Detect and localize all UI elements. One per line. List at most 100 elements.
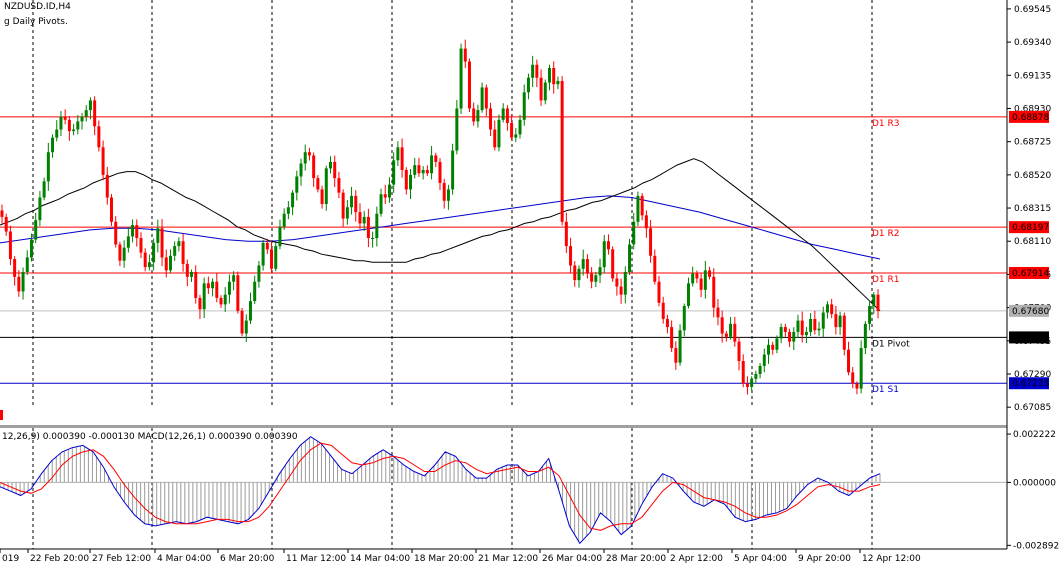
candle-body: [876, 294, 880, 311]
moving-average-fast-line: [0, 158, 881, 312]
bull-candle: [476, 104, 480, 128]
candle-body: [211, 281, 215, 289]
candle-body: [248, 301, 252, 321]
candle-body: [636, 195, 640, 222]
candle-body: [741, 361, 745, 384]
bear-candle: [695, 270, 699, 284]
bull-candle: [324, 165, 328, 211]
candle-body: [510, 123, 514, 138]
candle-body: [489, 108, 493, 130]
bull-candle: [350, 186, 354, 215]
bull-candle: [526, 73, 530, 100]
candle-body: [451, 150, 455, 190]
candle-body: [198, 297, 202, 310]
bull-candle: [291, 190, 295, 216]
candle-body: [156, 228, 160, 243]
bull-candle: [126, 226, 130, 253]
candle-body: [253, 281, 257, 302]
bull-candle: [152, 238, 156, 271]
candle-body: [543, 82, 547, 101]
bull-candle: [859, 340, 863, 394]
bull-candle: [147, 254, 151, 271]
bull-candle: [396, 141, 400, 166]
candle-body: [493, 129, 497, 148]
bull-candle: [261, 239, 265, 271]
candle-body: [181, 241, 185, 264]
candle-body: [792, 331, 796, 342]
bear-candle: [851, 367, 855, 389]
moving-average-slow-line: [0, 195, 881, 260]
bull-candle: [543, 79, 547, 105]
bear-candle: [316, 175, 320, 193]
price-axis[interactable]: 0.69545 0.69340 0.69135 0.68930 0.68725 0.685…: [1006, 0, 1059, 551]
price-tick-label: 0.68315: [1014, 204, 1051, 214]
candle-body: [84, 110, 88, 117]
candle-body: [51, 137, 55, 153]
candle-body: [55, 129, 59, 138]
macd-pane[interactable]: 12,26,9) 0.000390 -0.000130 MACD(12,26,1…: [0, 428, 1006, 549]
bull-candle: [636, 191, 640, 227]
candle-body: [29, 239, 33, 258]
bear-candle: [312, 152, 316, 187]
price-tick-label: 0.69135: [1014, 71, 1051, 81]
candle-body: [686, 283, 690, 306]
candle-body: [337, 178, 341, 193]
bear-candle: [788, 328, 792, 348]
bear-candle: [724, 330, 728, 342]
candle-body: [628, 244, 632, 272]
pivot-name-label: D1 R2: [872, 229, 900, 239]
candle-body: [594, 275, 598, 282]
price-tick-label: 0.68725: [1014, 138, 1051, 148]
candle-body: [400, 147, 404, 170]
bull-candle: [345, 199, 349, 225]
bear-candle: [139, 232, 143, 259]
price-tick-label: 0.67290: [1014, 370, 1051, 380]
candle-body: [674, 348, 678, 363]
candle-body: [143, 252, 147, 268]
candle-body: [194, 272, 198, 298]
candle-body: [164, 257, 168, 271]
candle-body: [750, 378, 754, 387]
candle-body: [526, 77, 530, 93]
bear-candle: [510, 114, 514, 141]
bull-candle: [703, 260, 707, 299]
candle-body: [847, 349, 851, 373]
candle-body: [438, 161, 442, 183]
bull-candle: [446, 184, 450, 210]
macd-label: 12,26,9) 0.000390 -0.000130 MACD(12,26,1…: [2, 432, 298, 442]
bear-candle: [425, 165, 429, 176]
bull-candle: [84, 105, 88, 122]
bull-candle: [577, 265, 581, 288]
candle-body: [105, 174, 109, 198]
bull-candle: [257, 261, 261, 288]
bear-candle: [535, 59, 539, 88]
time-tick-label: 22 Feb 20:00: [30, 554, 89, 564]
price-pane[interactable]: D1 R3 D1 R2 D1 R1 D1 Pivot D1 S1 NZDUSD.ID,H…: [0, 0, 1007, 420]
candle-body: [299, 163, 303, 177]
time-tick-label: 18 Mar 20:00: [414, 554, 474, 564]
candle-body: [177, 241, 181, 247]
candle-body: [813, 318, 817, 331]
time-axis[interactable]: 019 22 Feb 20:00 27 Feb 12:00 4 Mar 04:00 6 …: [0, 548, 1007, 564]
time-grid-macd: [32, 428, 873, 549]
bear-candle: [105, 166, 109, 205]
bear-candle: [783, 323, 787, 337]
bull-candle: [817, 321, 821, 336]
pane-separator[interactable]: [0, 425, 1007, 428]
candle-body: [131, 225, 135, 237]
candle-body: [863, 323, 867, 349]
candle-body: [46, 152, 50, 182]
candle-body: [185, 263, 189, 277]
pivot-name-label: D1 S1: [872, 385, 899, 395]
candle-body: [257, 265, 261, 282]
candle-body: [724, 333, 728, 337]
bear-candle: [114, 216, 118, 248]
bear-candle: [270, 241, 274, 273]
bear-candle: [539, 69, 543, 106]
price-tick-label: 0.68110: [1014, 237, 1051, 247]
candle-body: [670, 327, 674, 349]
bear-candle: [97, 120, 101, 152]
candle-body: [236, 275, 240, 311]
bear-candle: [733, 316, 737, 347]
